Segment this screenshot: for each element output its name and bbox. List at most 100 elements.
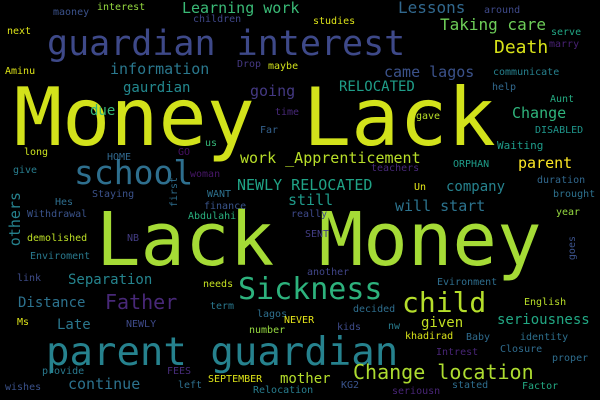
word-first: first — [169, 177, 180, 208]
word-needs: needs — [203, 279, 234, 290]
word-lagos: lagos — [257, 309, 288, 320]
word-company: company — [446, 179, 506, 195]
word-change-location: Change location — [353, 360, 534, 384]
word-guardian-interest: guardian interest — [47, 24, 406, 64]
word-parent-guardian: parent guardian — [46, 330, 399, 375]
word-duration: duration — [537, 175, 586, 186]
word-far: Far — [260, 125, 279, 136]
word-provide: provide — [42, 366, 85, 377]
word-want: WANT — [207, 189, 232, 200]
word-finance: finance — [204, 201, 247, 212]
word-year: year — [556, 207, 581, 218]
word-others: others — [6, 192, 24, 247]
word-un: Un — [414, 182, 427, 193]
word-term: term — [210, 301, 235, 312]
word-sent: SENT — [305, 229, 330, 240]
word-khadirad: khadirad — [405, 331, 454, 342]
word-number: number — [249, 325, 286, 336]
word-studies: studies — [313, 16, 356, 27]
word-taking-care: Taking care — [440, 15, 546, 34]
word-work-apprenticement: work _Apprenticement — [240, 149, 421, 167]
word-left: left — [178, 380, 203, 391]
word-will-start: will start — [395, 197, 486, 215]
word-home: HOME — [107, 152, 132, 163]
word-nb: NB — [127, 233, 140, 244]
word-kg2: KG2 — [341, 380, 360, 391]
word-intrest: Intrest — [436, 347, 479, 358]
word-death: Death — [494, 37, 549, 58]
word-time: time — [275, 107, 300, 118]
word-aminu: Aminu — [5, 66, 36, 77]
word-staying: Staying — [92, 189, 135, 200]
word-still: still — [288, 191, 334, 209]
word-aunt: Aunt — [550, 94, 575, 105]
word-communicate: communicate — [493, 67, 560, 78]
word-waiting: Waiting — [497, 139, 544, 152]
word-children: children — [193, 14, 242, 25]
word-orphan: ORPHAN — [453, 159, 490, 170]
word-gave: gave — [416, 111, 441, 122]
word-really: really — [291, 209, 328, 220]
word-going: going — [250, 82, 296, 100]
word-teachers: teachers — [371, 163, 420, 174]
word-next: next — [7, 26, 32, 37]
word-drop: Drop — [237, 59, 262, 70]
word-gaurdian: gaurdian — [123, 80, 191, 96]
word-another: another — [307, 267, 350, 278]
word-parent: parent — [518, 154, 573, 172]
word-goes: goes — [567, 236, 578, 261]
word-newly: NEWLY — [126, 319, 157, 330]
word-go: GO — [178, 147, 191, 158]
word-disabled: DISABLED — [535, 125, 584, 136]
word-around: around — [484, 5, 521, 16]
word-seriousness: seriousness — [497, 312, 590, 328]
word-interest: interest — [97, 2, 146, 13]
word-closure: Closure — [500, 344, 543, 355]
word-us: us — [205, 138, 218, 149]
word-identity: identity — [520, 332, 569, 343]
word-seriousn: seriousn — [392, 386, 441, 397]
word-withdrawal: Withdrawal — [27, 209, 88, 220]
word-learning-work: Learning work — [182, 0, 300, 17]
word-give: give — [13, 165, 38, 176]
word-nw: nw — [388, 321, 401, 332]
word-maybe: maybe — [268, 61, 299, 72]
word-help: help — [492, 82, 517, 93]
word-separation: Separation — [68, 272, 153, 288]
word-factor: Factor — [522, 381, 559, 392]
word-fees: FEES — [167, 366, 192, 377]
word-woman: woman — [190, 169, 221, 180]
word-distance: Distance — [18, 295, 86, 311]
word-proper: proper — [552, 353, 589, 364]
word-abdulahi: Abdulahi — [188, 211, 237, 222]
word-late: Late — [57, 317, 91, 333]
word-father: Father — [105, 290, 178, 314]
word-due: due — [90, 103, 116, 119]
word-demolished: demolished — [27, 233, 88, 244]
word-evironment: Evironment — [437, 277, 498, 288]
word-marry: marry — [549, 39, 580, 50]
word-long: long — [24, 147, 49, 158]
word-information: information — [110, 60, 210, 78]
word-decided: decided — [353, 304, 396, 315]
word-enviroment: Enviroment — [30, 251, 91, 262]
word-wishes: wishes — [5, 382, 42, 393]
word-lack-money: Lack Money — [96, 197, 542, 283]
word-came-lagos: came lagos — [384, 63, 475, 81]
word-ms: Ms — [17, 317, 30, 328]
word-stated: stated — [452, 380, 489, 391]
word-kids: kids — [337, 322, 362, 333]
word-change: Change — [512, 104, 567, 122]
word-link: link — [17, 273, 42, 284]
word-hes: Hes — [55, 197, 74, 208]
word-english: English — [524, 297, 567, 308]
word-relocated: RELOCATED — [339, 79, 415, 95]
word-sickness: Sickness — [238, 272, 383, 307]
word-serve: serve — [551, 27, 582, 38]
word-baby: Baby — [466, 332, 491, 343]
word-school: school — [74, 153, 194, 192]
word-mother: mother — [280, 371, 331, 387]
word-money-lack: Money Lack — [14, 71, 496, 164]
word-continue: continue — [68, 375, 141, 393]
